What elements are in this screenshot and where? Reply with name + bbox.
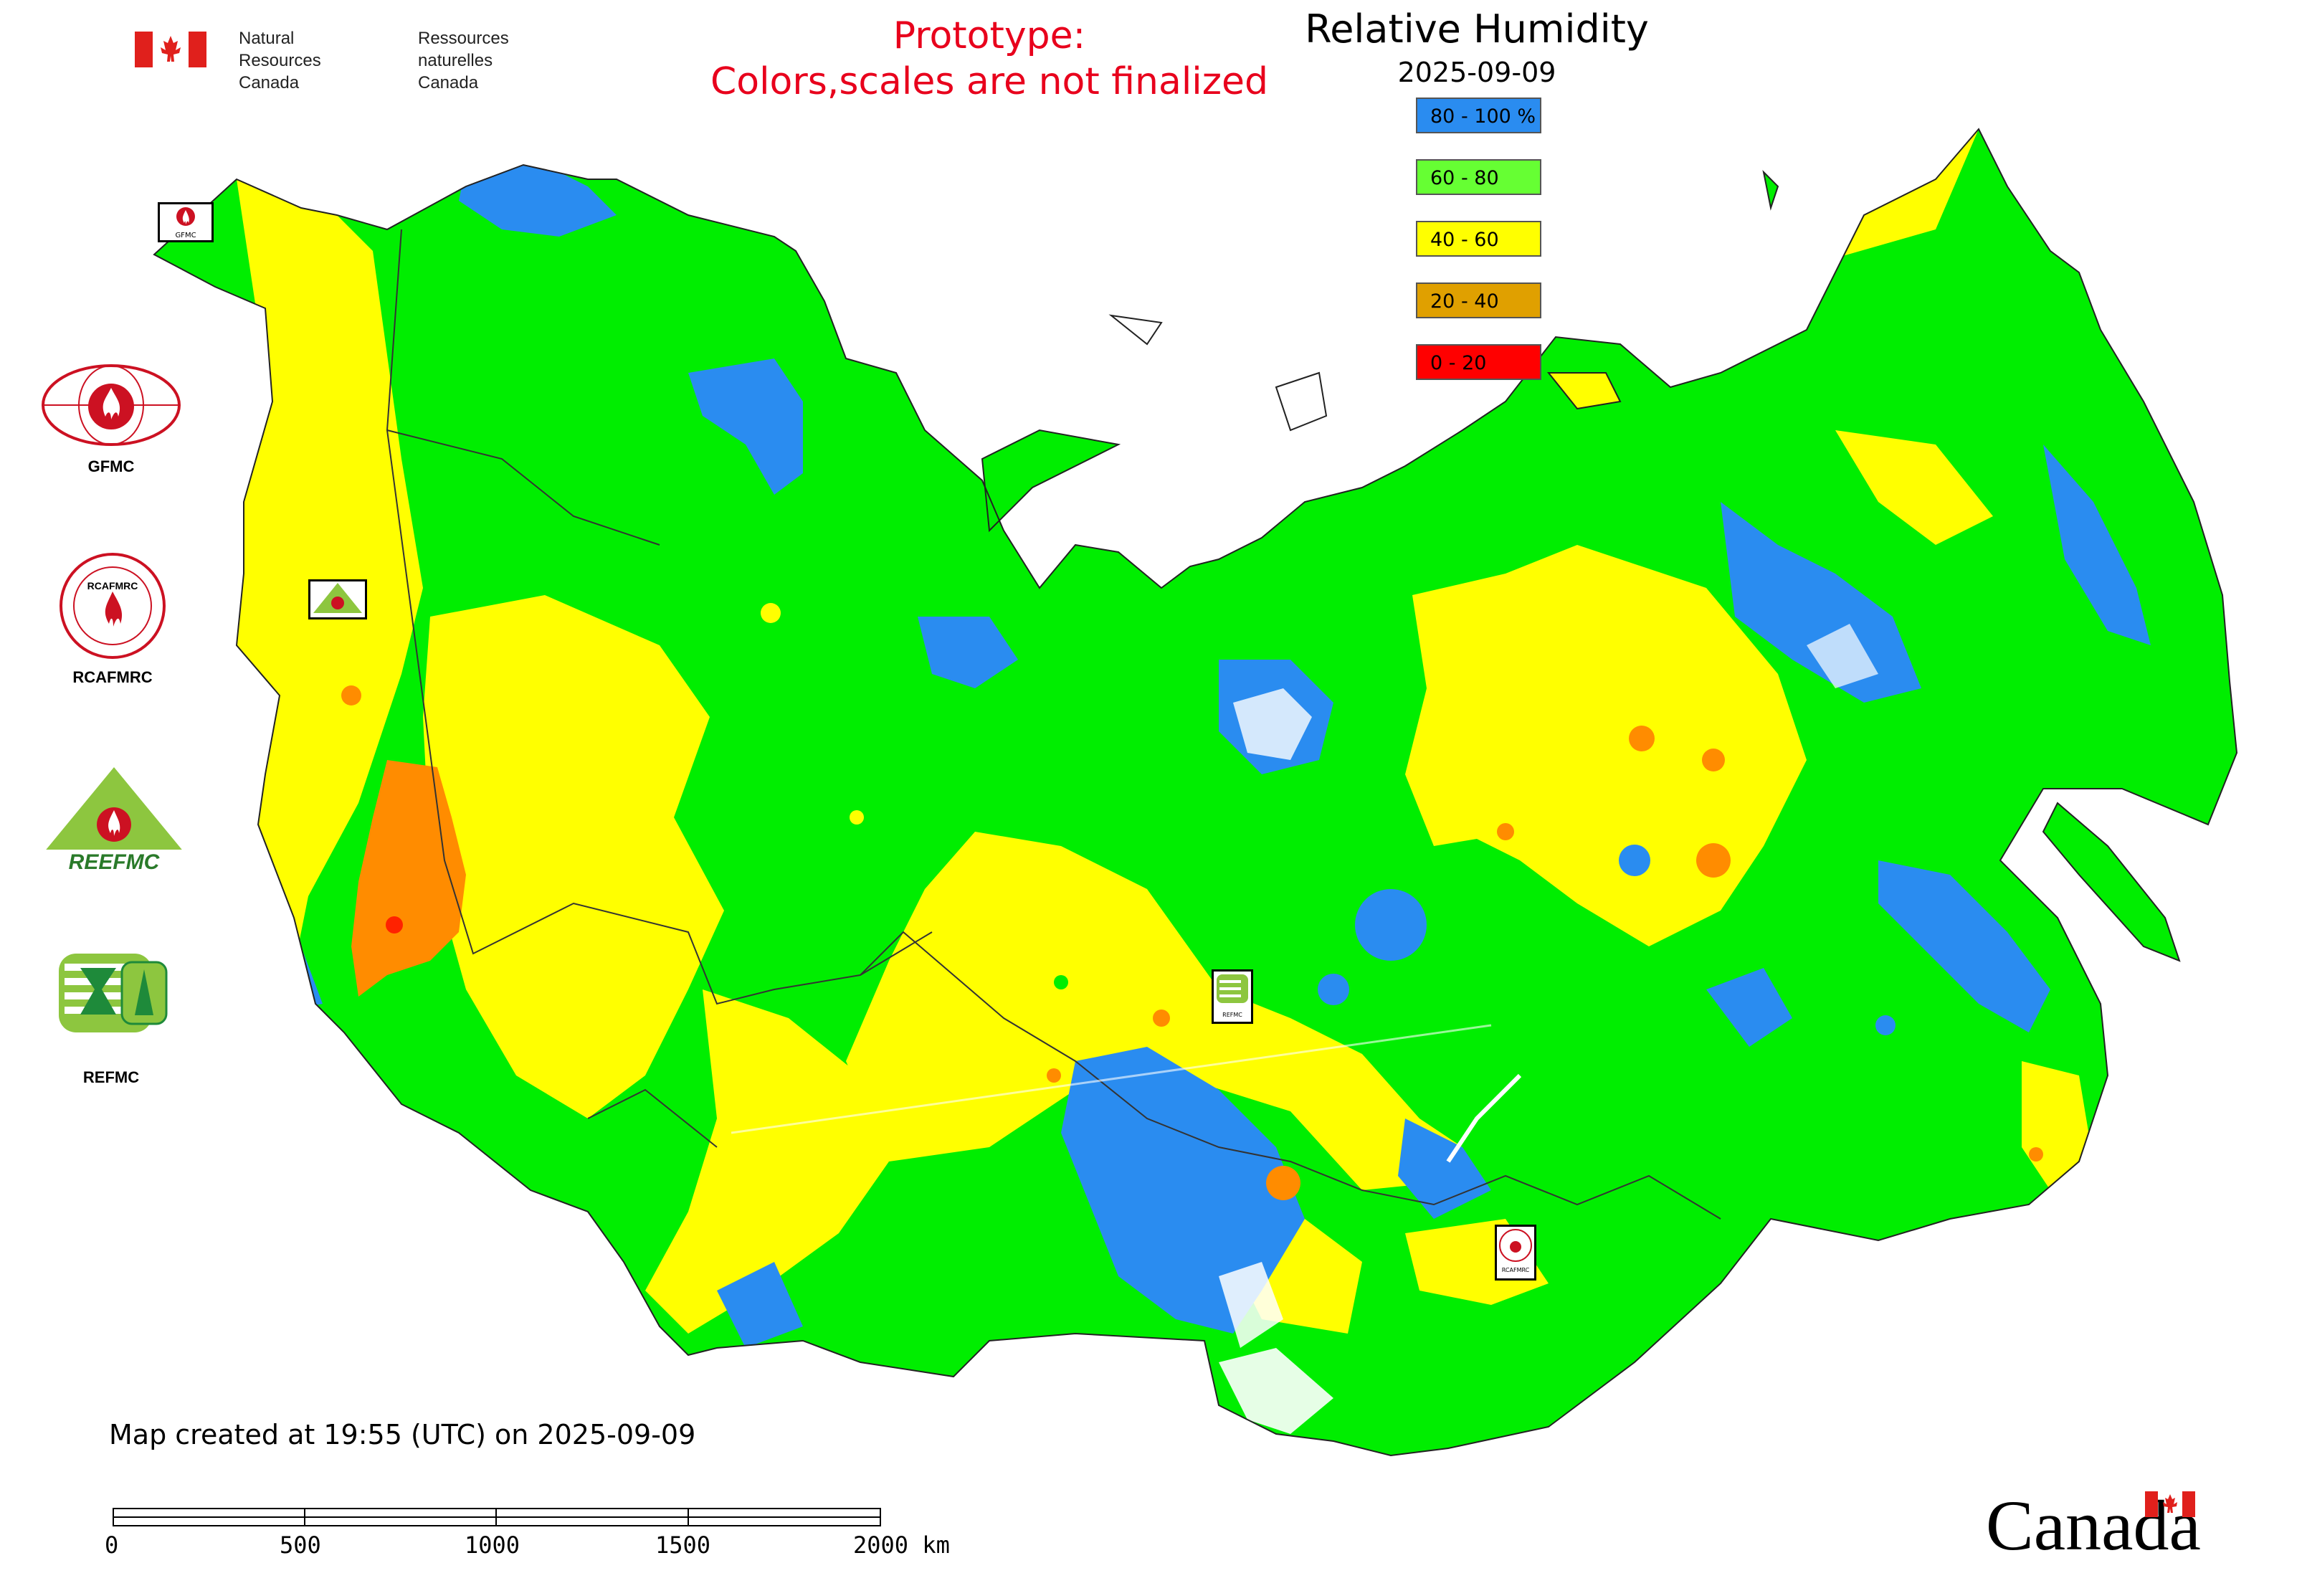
rcafmrc-logo-text: RCAFMRC	[87, 580, 138, 592]
dept-name-en: Natural Resources Canada	[239, 27, 321, 94]
dept-fr-line2: Canada	[418, 73, 479, 92]
prototype-notice: Prototype: Colors,scales are not finaliz…	[631, 13, 1348, 105]
dept-en-line2: Canada	[239, 73, 300, 92]
legend-class-0-20: 0 - 20	[1416, 344, 1541, 380]
prototype-line1: Prototype:	[893, 14, 1086, 57]
scale-label-0: 0	[105, 1531, 119, 1559]
dept-name-fr: Ressources naturelles Canada	[418, 27, 509, 94]
canada-wordmark: Canada	[1986, 1483, 2201, 1569]
rcafmrc-badge-label: RCAFMRC	[1501, 1267, 1530, 1273]
canada-wordmark-text: Canada	[1986, 1486, 2201, 1565]
legend-title: Relative Humidity	[1305, 6, 1649, 52]
prototype-line2: Colors,scales are not finalized	[710, 60, 1269, 103]
refmc-label: REFMC	[82, 1068, 140, 1086]
refmc-logo	[59, 946, 173, 1042]
legend-class-60-80: 60 - 80	[1416, 159, 1541, 195]
reefmc-location-badge	[308, 579, 367, 619]
scale-label-2000: 2000 km	[853, 1531, 950, 1559]
rcafmrc-logo: RCAFMRC	[59, 552, 166, 662]
reefmc-logo-text: REEFMC	[69, 850, 161, 871]
scale-label-500: 500	[280, 1531, 321, 1559]
reefmc-logo: REEFMC	[37, 767, 191, 874]
gfmc-badge-label: GFMC	[175, 232, 196, 239]
canada-flag-icon	[135, 32, 206, 67]
dept-fr-line1: Ressources naturelles	[418, 29, 509, 70]
scale-label-1000: 1000	[465, 1531, 520, 1559]
legend-date: 2025-09-09	[1397, 57, 1556, 88]
legend-class-80-100: 80 - 100 %	[1416, 98, 1541, 133]
map-created-note: Map created at 19:55 (UTC) on 2025-09-09	[109, 1419, 696, 1450]
refmc-location-badge: REFMC	[1212, 969, 1253, 1024]
rcafmrc-location-badge: RCAFMRC	[1495, 1225, 1536, 1281]
gfmc-location-badge: GFMC	[158, 202, 214, 242]
legend-class-40-60: 40 - 60	[1416, 221, 1541, 257]
refmc-badge-label: REFMC	[1222, 1012, 1242, 1018]
dept-en-line1: Natural Resources	[239, 29, 321, 70]
gfmc-logo	[39, 362, 183, 451]
gfmc-label: GFMC	[87, 457, 135, 475]
wordmark-flag-icon	[2145, 1491, 2195, 1517]
legend-class-20-40: 20 - 40	[1416, 282, 1541, 318]
rcafmrc-label: RCAFMRC	[72, 668, 153, 686]
scale-label-1500: 1500	[655, 1531, 711, 1559]
